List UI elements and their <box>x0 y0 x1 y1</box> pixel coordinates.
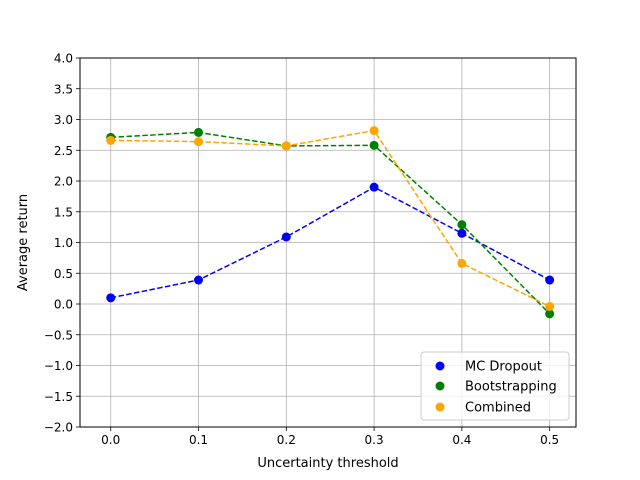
data-point-combined <box>545 301 555 311</box>
legend-label-mc-dropout: MC Dropout <box>465 360 542 375</box>
data-point-mc-dropout <box>369 182 379 192</box>
data-point-combined <box>457 258 467 268</box>
y-tick-label: 0.5 <box>54 267 73 281</box>
y-tick-label: 2.5 <box>54 144 73 158</box>
legend-marker-mc-dropout <box>435 361 445 371</box>
x-tick-label: 0.4 <box>452 433 471 447</box>
legend: MC Dropout Bootstrapping Combined <box>420 351 570 421</box>
legend-label-combined: Combined <box>465 401 531 416</box>
data-point-bootstrapping <box>194 127 204 137</box>
y-tick-label: −0.5 <box>44 328 73 342</box>
grid <box>80 57 576 428</box>
y-tick-label: 4.0 <box>54 52 73 66</box>
y-tick-label: 3.0 <box>54 113 73 127</box>
data-point-mc-dropout <box>106 293 116 303</box>
data-point-mc-dropout <box>194 275 204 285</box>
data-point-bootstrapping <box>369 140 379 150</box>
data-point-combined <box>281 141 291 151</box>
data-point-mc-dropout <box>457 228 467 238</box>
y-tick-label: 3.5 <box>54 82 73 96</box>
legend-box <box>420 351 570 421</box>
series-line-combined <box>110 129 550 308</box>
data-point-mc-dropout <box>545 275 555 285</box>
data-point-combined <box>194 137 204 147</box>
x-tick-label: 0.3 <box>365 433 384 447</box>
x-tick-label: 0.0 <box>101 433 120 447</box>
y-tick-label: 2.0 <box>54 175 73 189</box>
y-tick-label: −1.5 <box>44 390 73 404</box>
x-axis-label: Uncertainty threshold <box>257 456 398 471</box>
y-tick-label: 0.0 <box>54 298 73 312</box>
series-layer <box>106 126 555 319</box>
x-tick-label: 0.1 <box>189 433 208 447</box>
data-point-bootstrapping <box>457 220 467 230</box>
ticks: 0.0 0.1 0.2 0.3 0.4 0.5 4.0 3.5 3.0 2.5 2.0 1.5 1.0 0… <box>44 52 559 448</box>
series-line-mc-dropout <box>110 186 551 299</box>
data-point-mc-dropout <box>281 232 291 242</box>
y-tick-label: 1.5 <box>54 205 73 219</box>
y-tick-label: −2.0 <box>44 421 73 435</box>
data-point-bootstrapping <box>545 309 555 319</box>
y-tick-label: −1.0 <box>44 359 73 373</box>
legend-label-bootstrapping: Bootstrapping <box>465 380 557 395</box>
y-axis-label: Average return <box>16 194 31 291</box>
x-tick-label: 0.5 <box>540 433 559 447</box>
legend-marker-combined <box>435 402 445 412</box>
data-point-combined <box>369 126 379 136</box>
series-line-bootstrapping <box>110 131 551 315</box>
x-tick-label: 0.2 <box>277 433 296 447</box>
y-tick-label: 1.0 <box>54 236 73 250</box>
legend-marker-bootstrapping <box>435 381 445 391</box>
data-point-combined <box>106 135 116 145</box>
